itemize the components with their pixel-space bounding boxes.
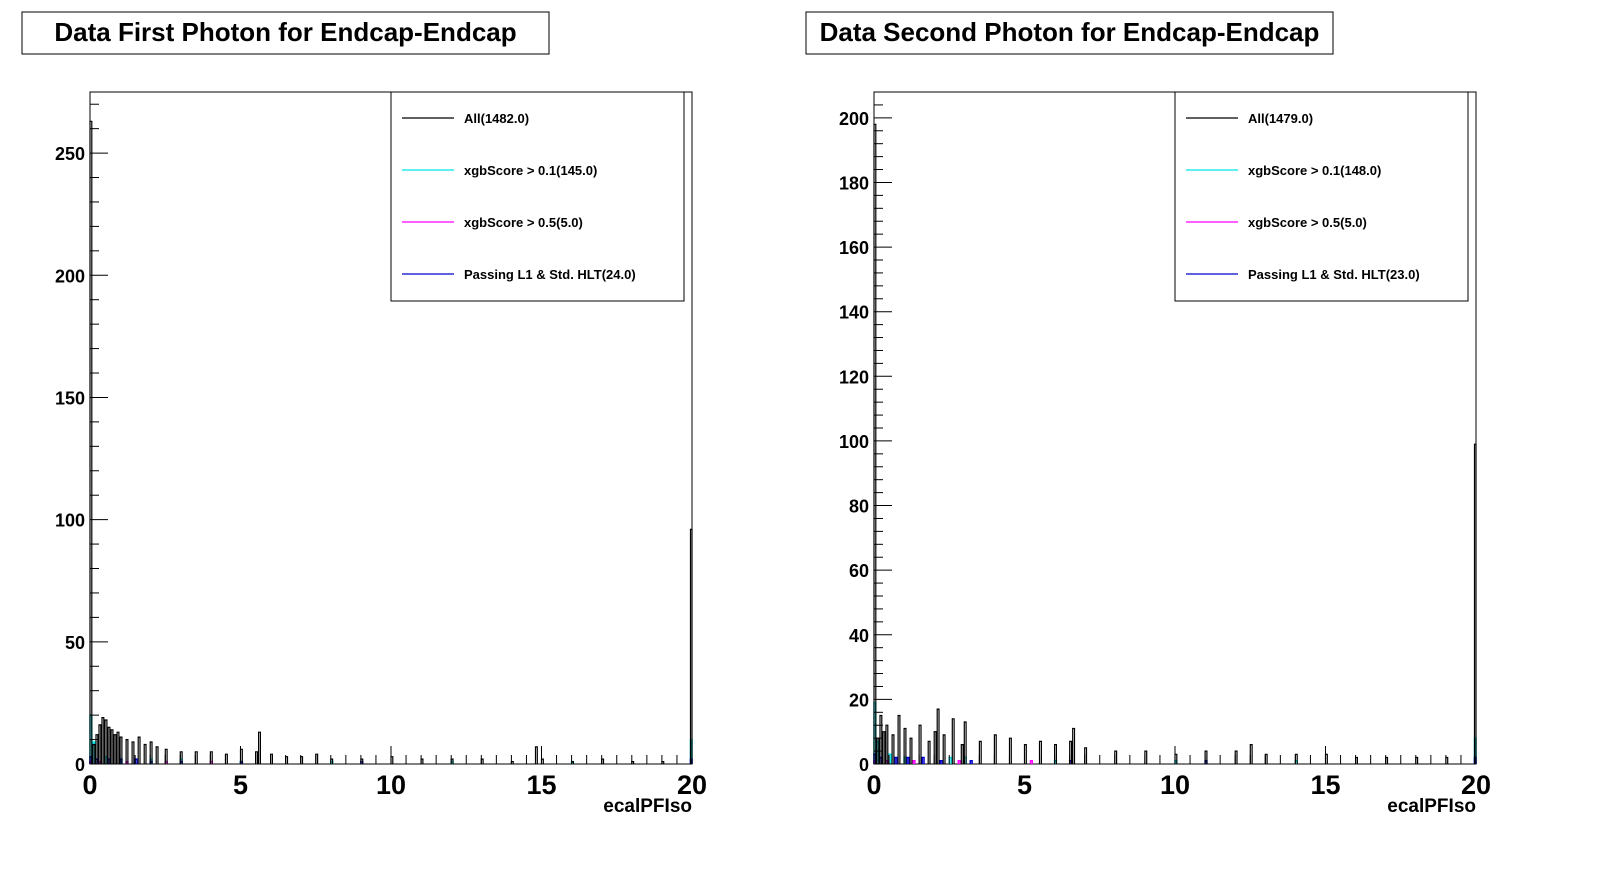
histogram-series-1 xyxy=(873,701,1477,764)
y-tick-label: 80 xyxy=(849,497,869,517)
legend-entry: xgbScore > 0.5(5.0) xyxy=(1248,215,1367,230)
histogram-series-3 xyxy=(89,755,693,764)
y-tick-label: 160 xyxy=(839,238,869,258)
x-tick-label: 10 xyxy=(376,770,406,800)
y-tick-label: 250 xyxy=(55,144,85,164)
y-tick-label: 140 xyxy=(839,303,869,323)
histogram-series-0 xyxy=(873,123,1477,764)
histogram-series-2 xyxy=(873,760,1034,764)
x-tick-label: 5 xyxy=(233,770,248,800)
histogram-series-2 xyxy=(89,760,213,764)
x-tick-label: 15 xyxy=(1310,770,1340,800)
y-tick-label: 200 xyxy=(839,109,869,129)
legend-box xyxy=(390,91,685,302)
legend-box xyxy=(1174,91,1469,302)
legend-entry: Passing L1 & Std. HLT(24.0) xyxy=(464,267,636,282)
legend-entry: xgbScore > 0.1(148.0) xyxy=(1248,163,1381,178)
chart-title: Data First Photon for Endcap-Endcap xyxy=(54,17,516,47)
histogram-series-3 xyxy=(873,753,1477,764)
x-tick-label: 20 xyxy=(677,770,707,800)
y-tick-label: 120 xyxy=(839,367,869,387)
x-tick-label: 5 xyxy=(1017,770,1032,800)
x-axis-label: ecalPFIso xyxy=(1387,796,1476,817)
y-tick-label: 150 xyxy=(55,388,85,408)
title-box xyxy=(805,11,1334,55)
legend-entry: All(1482.0) xyxy=(464,111,529,126)
x-tick-label: 20 xyxy=(1461,770,1491,800)
x-axis-label: ecalPFIso xyxy=(603,796,692,817)
title-box xyxy=(21,11,550,55)
x-tick-label: 0 xyxy=(866,770,881,800)
chart-1: Data First Photon for Endcap-Endcap05010… xyxy=(21,11,707,817)
y-tick-label: 50 xyxy=(65,633,85,653)
legend-entry: xgbScore > 0.1(145.0) xyxy=(464,163,597,178)
y-tick-label: 0 xyxy=(859,755,869,775)
y-tick-label: 100 xyxy=(839,432,869,452)
y-tick-label: 100 xyxy=(55,511,85,531)
y-tick-label: 200 xyxy=(55,266,85,286)
chart-2: Data Second Photon for Endcap-Endcap 0 20 4… xyxy=(805,11,1491,817)
x-tick-label: 0 xyxy=(82,770,97,800)
histogram-series-0 xyxy=(89,120,693,764)
y-tick-label: 0 xyxy=(75,755,85,775)
legend-entry: xgbScore > 0.5(5.0) xyxy=(464,215,583,230)
y-tick-label: 60 xyxy=(849,561,869,581)
y-tick-label: 40 xyxy=(849,626,869,646)
x-tick-label: 15 xyxy=(526,770,556,800)
x-tick-label: 10 xyxy=(1160,770,1190,800)
y-tick-label: 20 xyxy=(849,690,869,710)
legend-entry: Passing L1 & Std. HLT(23.0) xyxy=(1248,267,1420,282)
legend-entry: All(1479.0) xyxy=(1248,111,1313,126)
chart-title: Data Second Photon for Endcap-Endcap xyxy=(820,17,1320,47)
y-tick-label: 180 xyxy=(839,173,869,193)
